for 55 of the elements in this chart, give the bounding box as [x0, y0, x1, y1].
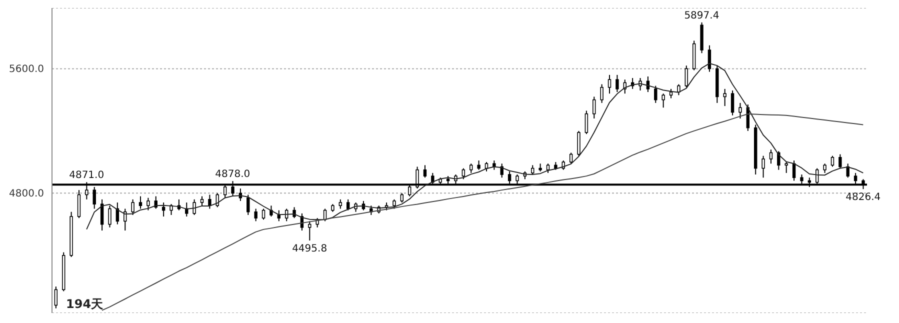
candlestick — [108, 205, 112, 228]
candlestick — [262, 208, 266, 220]
candlestick — [477, 160, 480, 170]
candlestick — [684, 65, 688, 88]
candlestick — [723, 88, 726, 107]
candlestick — [462, 168, 466, 180]
candlestick — [192, 198, 196, 216]
candlestick — [246, 194, 250, 216]
candlestick — [769, 149, 773, 164]
candlestick — [200, 196, 204, 206]
candlestick — [662, 93, 665, 108]
candlestick — [616, 74, 619, 93]
candlestick — [77, 190, 81, 219]
candlestick — [584, 110, 588, 135]
annotation: 194天 — [66, 296, 104, 313]
candlestick — [54, 286, 58, 309]
candlestick — [100, 198, 104, 232]
candlestick — [423, 164, 427, 178]
candlestick — [146, 197, 150, 211]
candlestick — [208, 194, 212, 210]
candlestick — [338, 198, 342, 210]
candlestick — [669, 88, 673, 99]
annotation: 4495.8 — [292, 244, 328, 255]
candlestick — [531, 164, 534, 176]
candlestick — [823, 163, 826, 174]
annotation: 4826.4 — [846, 192, 881, 204]
candlestick — [138, 196, 142, 210]
candlestick — [470, 163, 473, 174]
candlestick — [492, 160, 496, 170]
candlestick — [730, 90, 734, 116]
candlestick — [677, 84, 680, 96]
y-tick-label: 5600.0 — [9, 64, 44, 76]
candlestick — [838, 154, 842, 169]
candlestick — [654, 85, 658, 104]
annotation: 4871.0 — [69, 170, 104, 182]
y-tick-label: 4800.0 — [9, 188, 44, 200]
candlestick — [608, 74, 612, 94]
candlestick — [277, 210, 280, 222]
candlestick — [784, 162, 788, 174]
candlestick — [569, 152, 573, 164]
candlestick — [308, 220, 312, 242]
annotation: 4878.0 — [215, 169, 250, 180]
candlestick — [762, 155, 765, 178]
candlestick — [484, 162, 488, 172]
candlestick — [577, 130, 580, 156]
candlestick — [346, 198, 350, 211]
candlestick — [830, 155, 834, 168]
candlestick — [592, 96, 596, 119]
candlestick — [254, 208, 258, 222]
annotation: 5897.4 — [684, 10, 720, 22]
candlestick — [738, 102, 742, 119]
candlestick — [131, 198, 134, 216]
candlestick — [600, 84, 604, 104]
candlestick — [400, 192, 404, 204]
candlestick — [638, 78, 642, 91]
